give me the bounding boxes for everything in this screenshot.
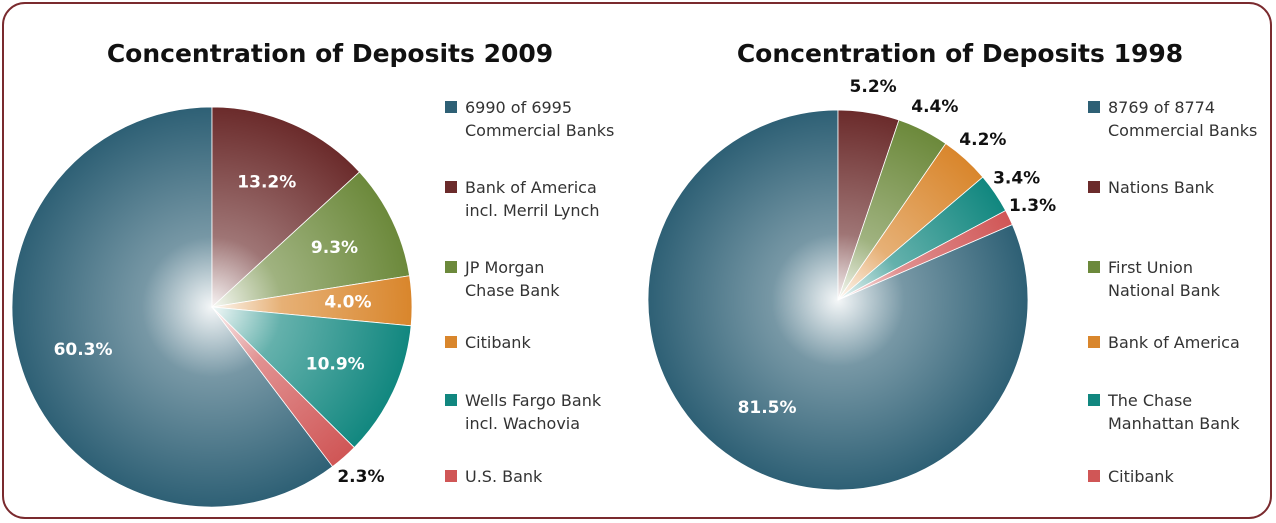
legend-entry: First Union National Bank (1088, 256, 1220, 302)
legend-label: The Chase Manhattan Bank (1108, 391, 1240, 433)
legend-swatch (1088, 470, 1100, 482)
legend-label: Bank of America (1108, 333, 1240, 352)
data-label: 1.3% (1009, 196, 1056, 216)
legend-entry: Bank of America (1088, 331, 1240, 354)
legend-label: Citibank (465, 333, 531, 352)
legend-entry: The Chase Manhattan Bank (1088, 389, 1239, 435)
legend-swatch (1088, 394, 1100, 406)
legend-swatch (1088, 261, 1100, 273)
legend-entry: Wells Fargo Bank incl. Wachovia (445, 389, 601, 435)
data-label: 4.0% (324, 293, 371, 313)
legend-label: Wells Fargo Bank incl. Wachovia (465, 391, 602, 433)
legend-swatch (445, 394, 457, 406)
legend-entry: Bank of America incl. Merril Lynch (445, 176, 600, 222)
chart-title: Concentration of Deposits 1998 (737, 39, 1183, 68)
legend-label: Bank of America incl. Merril Lynch (465, 178, 600, 220)
legend-entry: U.S. Bank (445, 465, 542, 488)
legend-label: Citibank (1108, 467, 1174, 486)
data-label: 60.3% (54, 340, 113, 360)
legend-entry: Citibank (445, 331, 531, 354)
legend-label: Nations Bank (1108, 178, 1215, 197)
legend-label: 6990 of 6995 Commercial Banks (465, 98, 615, 140)
data-label: 10.9% (306, 355, 365, 375)
legend-swatch (1088, 181, 1100, 193)
pie-shine (648, 110, 1028, 490)
legend-label: First Union National Bank (1108, 258, 1220, 300)
legend-entry: JP Morgan Chase Bank (445, 256, 560, 302)
legend-swatch (445, 101, 457, 113)
data-label: 5.2% (850, 77, 897, 97)
legend-swatch (445, 470, 457, 482)
legend-swatch (1088, 101, 1100, 113)
data-label: 4.2% (959, 130, 1006, 150)
legend-label: JP Morgan Chase Bank (465, 258, 560, 300)
legend-swatch (445, 336, 457, 348)
legend-label: U.S. Bank (465, 467, 543, 486)
chart-title: Concentration of Deposits 2009 (107, 39, 553, 68)
legend-label: 8769 of 8774 Commercial Banks (1108, 98, 1258, 140)
legend-swatch (445, 261, 457, 273)
legend-entry: 8769 of 8774 Commercial Banks (1088, 96, 1257, 142)
pie-shine (12, 107, 412, 507)
legend-entry: 6990 of 6995 Commercial Banks (445, 96, 614, 142)
legend-swatch (1088, 336, 1100, 348)
data-label: 9.3% (311, 238, 358, 258)
data-label: 4.4% (911, 97, 958, 117)
legend-entry: Citibank (1088, 465, 1174, 488)
legend-entry: Nations Bank (1088, 176, 1214, 199)
data-label: 81.5% (738, 398, 797, 418)
data-label: 2.3% (337, 467, 384, 487)
data-label: 3.4% (993, 169, 1040, 189)
data-label: 13.2% (237, 173, 296, 193)
legend-swatch (445, 181, 457, 193)
